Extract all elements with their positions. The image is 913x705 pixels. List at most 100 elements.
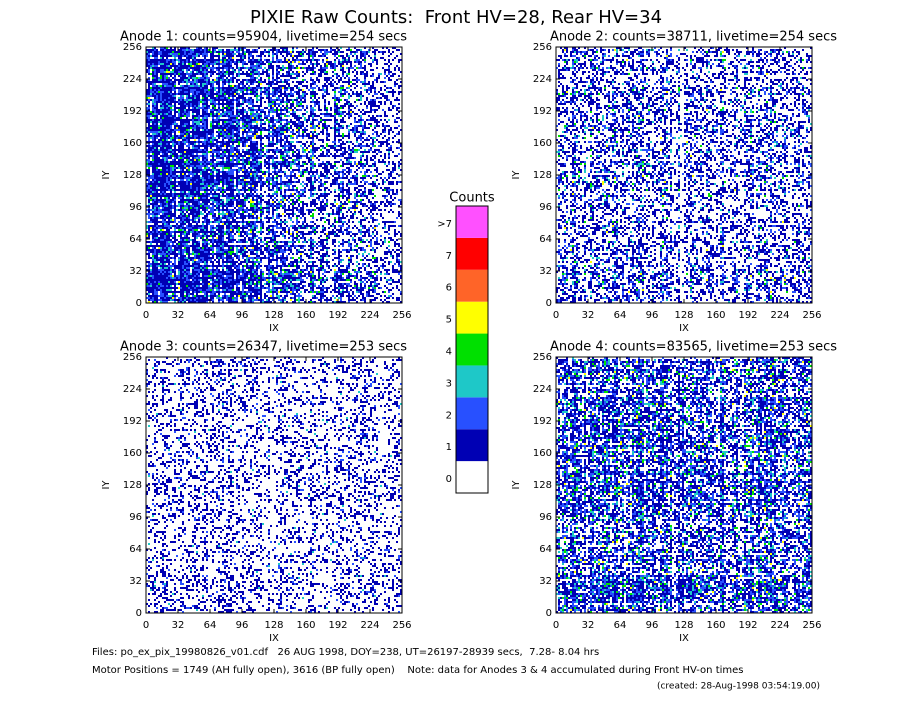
x-axis-label: IX	[269, 323, 279, 334]
x-tick-label: 96	[236, 620, 249, 631]
x-tick-label: 192	[738, 620, 757, 631]
panel-title: Anode 1: counts=95904, livetime=254 secs	[120, 30, 407, 45]
y-tick-label: 96	[539, 202, 552, 213]
x-axis-label: IX	[679, 323, 689, 334]
colorbar-label: 1	[446, 442, 452, 453]
x-tick-label: 160	[296, 620, 315, 631]
footer-line: Files: po_ex_pix_19980826_v01.cdf 26 AUG…	[92, 647, 599, 658]
x-tick-label: 0	[143, 310, 149, 321]
x-tick-label: 128	[674, 620, 693, 631]
x-tick-label: 64	[614, 310, 627, 321]
colorbar-cell	[456, 237, 488, 270]
y-tick-label: 192	[533, 106, 552, 117]
x-tick-label: 224	[360, 310, 379, 321]
x-axis-label: IX	[679, 633, 689, 644]
y-tick-label: 64	[129, 544, 142, 555]
x-tick-label: 224	[770, 310, 789, 321]
y-tick-label: 224	[533, 74, 552, 85]
heatmap-pixels	[556, 357, 812, 613]
colorbar-cell	[456, 461, 488, 493]
heatmap-pixels	[146, 47, 402, 303]
x-tick-label: 256	[802, 310, 821, 321]
panel-title: Anode 4: counts=83565, livetime=253 secs	[550, 340, 837, 355]
y-tick-label: 224	[123, 384, 142, 395]
heatmap-pixels	[556, 47, 812, 303]
y-tick-label: 160	[533, 448, 552, 459]
y-tick-label: 64	[129, 234, 142, 245]
colorbar-label: 3	[446, 378, 452, 389]
colorbar-label: 7	[446, 251, 452, 262]
y-tick-label: 160	[123, 448, 142, 459]
x-tick-label: 160	[296, 310, 315, 321]
y-tick-label: 192	[123, 106, 142, 117]
heatmap-pixels	[556, 359, 812, 613]
x-tick-label: 96	[236, 310, 249, 321]
y-tick-label: 128	[123, 480, 142, 491]
x-tick-label: 192	[328, 620, 347, 631]
x-tick-label: 224	[770, 620, 789, 631]
colorbar-cell	[456, 301, 488, 334]
panel-title: Anode 3: counts=26347, livetime=253 secs	[120, 340, 407, 355]
x-tick-label: 96	[646, 310, 659, 321]
y-tick-label: 96	[129, 512, 142, 523]
colorbar-label: 6	[446, 283, 452, 294]
y-tick-label: 256	[533, 352, 552, 363]
x-tick-label: 32	[582, 620, 595, 631]
colorbar-frame	[455, 205, 489, 494]
x-tick-label: 160	[706, 620, 725, 631]
colorbar-label: >7	[437, 219, 452, 230]
x-tick-label: 0	[143, 620, 149, 631]
y-tick-label: 160	[533, 138, 552, 149]
y-axis-label: IY	[101, 480, 112, 490]
x-tick-label: 96	[646, 620, 659, 631]
x-tick-label: 32	[172, 310, 185, 321]
y-tick-label: 0	[136, 298, 142, 309]
colorbar-cell	[456, 397, 488, 430]
y-tick-label: 128	[533, 480, 552, 491]
x-tick-label: 160	[706, 310, 725, 321]
y-tick-label: 192	[533, 416, 552, 427]
y-tick-label: 96	[129, 202, 142, 213]
x-tick-label: 32	[582, 310, 595, 321]
heatmap-pixels	[146, 47, 390, 303]
y-tick-label: 0	[546, 298, 552, 309]
y-tick-label: 128	[123, 170, 142, 181]
colorbar-label: 2	[446, 410, 452, 421]
x-tick-label: 192	[738, 310, 757, 321]
x-tick-label: 256	[392, 620, 411, 631]
colorbar-cell	[456, 269, 488, 302]
colorbar-label: 4	[446, 347, 452, 358]
figure-title: PIXIE Raw Counts: Front HV=28, Rear HV=3…	[250, 7, 662, 28]
x-tick-label: 32	[172, 620, 185, 631]
y-axis-label: IY	[101, 170, 112, 180]
x-tick-label: 192	[328, 310, 347, 321]
y-tick-label: 96	[539, 512, 552, 523]
colorbar-title: Counts	[449, 191, 495, 206]
y-tick-label: 256	[123, 42, 142, 53]
x-tick-label: 64	[614, 620, 627, 631]
x-axis-label: IX	[269, 633, 279, 644]
y-tick-label: 32	[129, 266, 142, 277]
panel-title: Anode 2: counts=38711, livetime=254 secs	[550, 30, 837, 45]
colorbar-cell	[456, 429, 488, 462]
colorbar-cell	[456, 333, 488, 366]
x-tick-label: 64	[204, 620, 217, 631]
y-tick-label: 64	[539, 234, 552, 245]
y-tick-label: 256	[533, 42, 552, 53]
x-tick-label: 128	[674, 310, 693, 321]
y-tick-label: 32	[129, 576, 142, 587]
colorbar-cell	[456, 206, 488, 238]
y-tick-label: 0	[136, 608, 142, 619]
y-tick-label: 224	[533, 384, 552, 395]
x-tick-label: 0	[553, 310, 559, 321]
x-tick-label: 0	[553, 620, 559, 631]
colorbar-label: 0	[446, 474, 452, 485]
x-tick-label: 256	[802, 620, 821, 631]
x-tick-label: 128	[264, 310, 283, 321]
y-axis-label: IY	[511, 170, 522, 180]
y-tick-label: 0	[546, 608, 552, 619]
colorbar-label: 5	[446, 315, 452, 326]
y-tick-label: 128	[533, 170, 552, 181]
y-tick-label: 32	[539, 576, 552, 587]
